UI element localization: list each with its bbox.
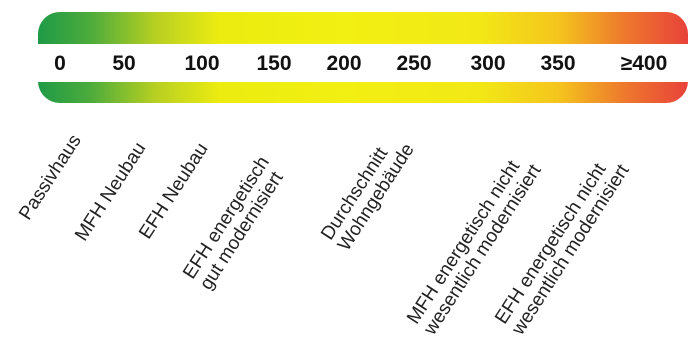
tick-400-plus: ≥400 <box>620 52 668 75</box>
label-efh-neubau-line-1: EFH Neubau <box>135 139 213 243</box>
label-durchschnitt-wohngebaeude: Durchschnitt Wohngebäude <box>317 130 419 255</box>
scale-value-band: 0 50 100 150 200 250 300 350 ≥400 <box>38 44 688 82</box>
energy-scale-bar: 0 50 100 150 200 250 300 350 ≥400 <box>38 12 688 103</box>
tick-0: 0 <box>54 52 66 75</box>
tick-200: 200 <box>326 52 362 75</box>
tick-50: 50 <box>112 52 136 75</box>
label-passivhaus-line-1: Passivhaus <box>15 130 86 224</box>
tick-250: 250 <box>396 52 432 75</box>
tick-350: 350 <box>540 52 576 75</box>
tick-300: 300 <box>470 52 506 75</box>
tick-150: 150 <box>256 52 292 75</box>
label-efh-neubau: EFH Neubau <box>135 139 213 243</box>
label-passivhaus: Passivhaus <box>15 130 86 224</box>
tick-100: 100 <box>184 52 220 75</box>
